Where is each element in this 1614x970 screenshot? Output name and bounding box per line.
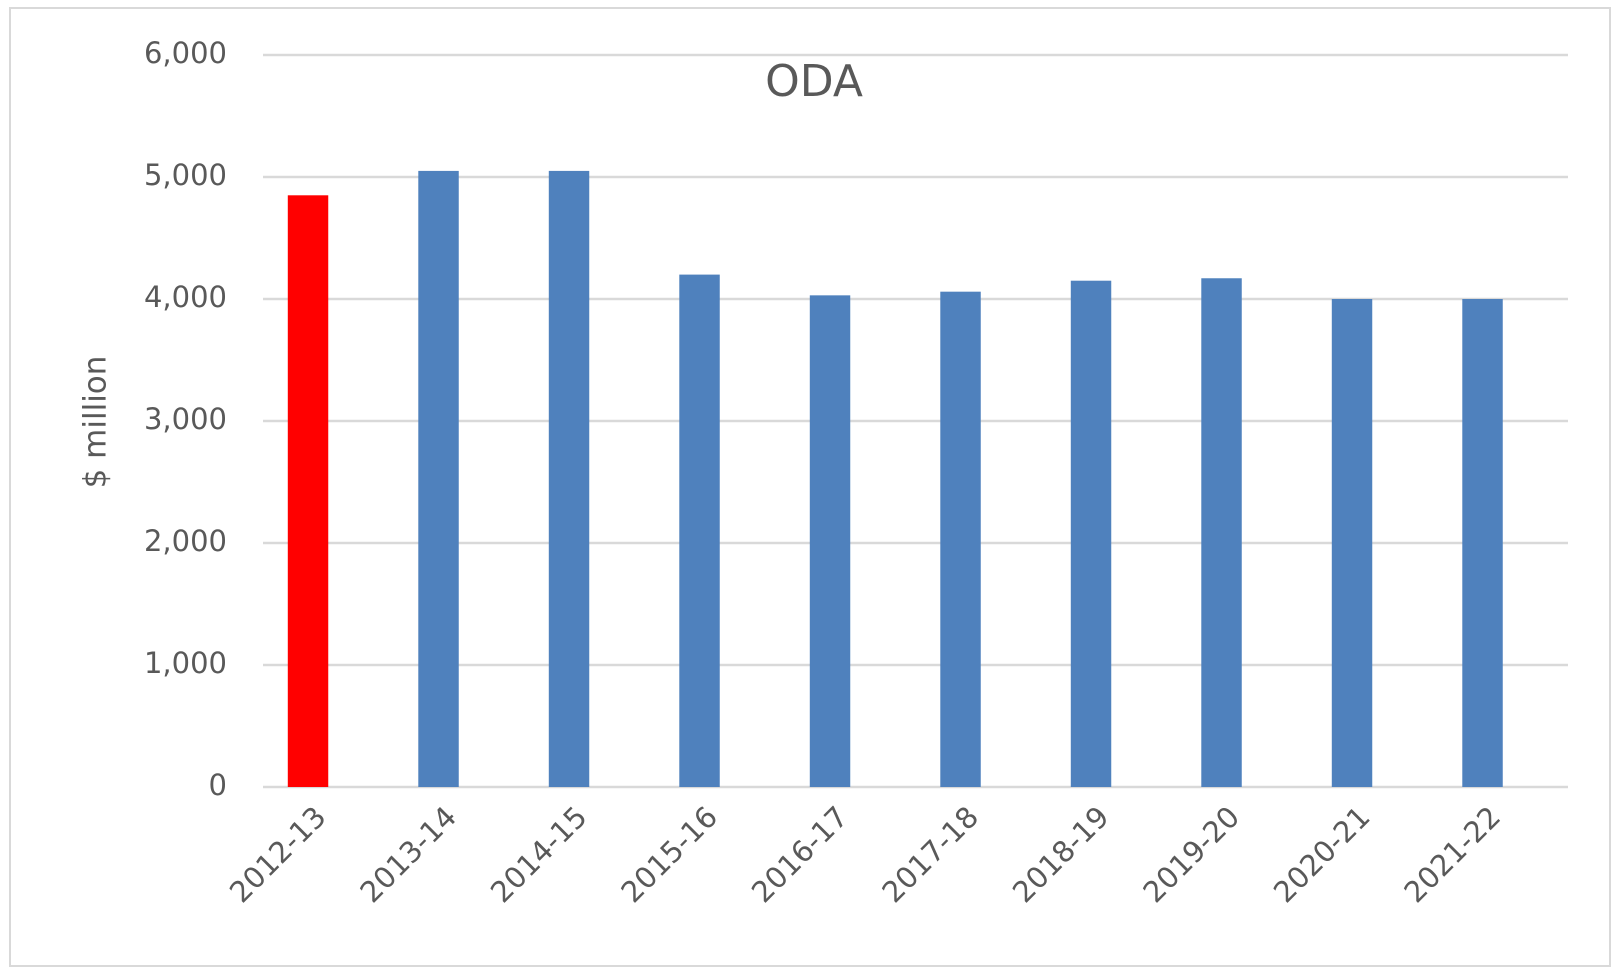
bar bbox=[1070, 280, 1112, 787]
y-tick-label: 0 bbox=[209, 768, 227, 802]
bar bbox=[548, 170, 590, 787]
bar bbox=[679, 274, 720, 788]
bar bbox=[809, 295, 851, 787]
y-axis-label: $ million bbox=[78, 356, 114, 489]
bar bbox=[940, 291, 981, 787]
bar bbox=[287, 195, 329, 788]
y-tick-label: 5,000 bbox=[144, 158, 227, 192]
chart-title: ODA bbox=[765, 56, 863, 107]
y-tick-label: 6,000 bbox=[144, 36, 227, 70]
y-tick-label: 4,000 bbox=[144, 280, 227, 314]
bar bbox=[1331, 299, 1373, 787]
y-tick-label: 3,000 bbox=[144, 402, 227, 436]
bar bbox=[418, 170, 459, 787]
y-tick-label: 2,000 bbox=[144, 524, 227, 558]
bar bbox=[1462, 299, 1503, 787]
bar bbox=[1201, 278, 1242, 787]
y-tick-label: 1,000 bbox=[144, 646, 227, 680]
